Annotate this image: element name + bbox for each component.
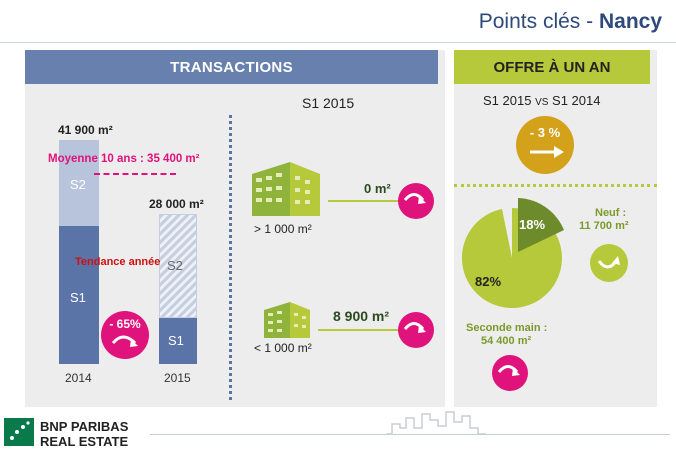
- small-building-icon: [264, 302, 310, 338]
- offre-change-value: - 3 %: [529, 125, 561, 140]
- pie-slice-neuf: [518, 198, 564, 252]
- title-divider: [0, 42, 676, 43]
- period-label: S1 2015: [302, 95, 355, 111]
- bnp-logo-icon: [4, 418, 34, 446]
- offre-divider: [454, 184, 657, 187]
- change-badge-value: - 65%: [109, 317, 141, 331]
- pie-neuf-pct: 18%: [519, 217, 546, 232]
- arrow-down-right-icon: [497, 365, 520, 376]
- second-label: Seconde main :: [466, 322, 548, 334]
- bar-2015-trend: [159, 214, 197, 318]
- offre-pie-chart: [461, 198, 564, 308]
- large-building-icon: [252, 162, 320, 216]
- offre-change-badge: - 3 %: [516, 116, 574, 174]
- second-trend-badge: [492, 355, 528, 391]
- neuf-trend-badge: [590, 244, 628, 282]
- footer-divider: [150, 434, 670, 435]
- large-category-label: > 1 000 m²: [254, 222, 312, 236]
- brand-line1: BNP PARIBAS: [40, 419, 129, 434]
- small-connector: [318, 329, 400, 331]
- bar-2015-s1-label: S1: [168, 333, 184, 348]
- brand-name: BNP PARIBAS REAL ESTATE: [40, 419, 128, 449]
- section-divider: [229, 115, 232, 400]
- small-value: 8 900 m²: [333, 308, 390, 324]
- x-label-2014: 2014: [65, 371, 92, 385]
- second-value: 54 400 m²: [481, 335, 532, 347]
- x-label-2015: 2015: [164, 371, 191, 385]
- compare-right: S1 2014: [552, 93, 601, 108]
- bar-2014-s1: [59, 226, 99, 364]
- trend-label: Tendance année: [75, 256, 161, 268]
- average-line: [94, 173, 176, 175]
- brand-line2: REAL ESTATE: [40, 434, 129, 449]
- compare-vs: VS: [535, 97, 549, 108]
- small-trend-badge: [398, 312, 434, 348]
- large-connector: [328, 200, 398, 202]
- bar-2015-total: 28 000 m²: [149, 197, 204, 211]
- neuf-value: 11 700 m²: [579, 220, 629, 232]
- offre-comparison: S1 2015 VS S1 2014: [483, 93, 600, 108]
- bar-2014-s2-label: S2: [70, 177, 86, 192]
- bar-2015-s2-label: S2: [167, 258, 183, 273]
- arrow-down-right-icon: [403, 193, 426, 204]
- change-badge: - 65%: [101, 311, 149, 359]
- large-value: 0 m²: [364, 181, 391, 196]
- city-skyline-icon: [386, 411, 486, 435]
- arrow-down-right-icon: [403, 322, 426, 333]
- transactions-header: TRANSACTIONS: [25, 50, 438, 84]
- arrow-right-icon: [530, 146, 564, 158]
- compare-left: S1 2015: [483, 93, 532, 108]
- arrow-down-right-icon: [111, 335, 138, 347]
- large-trend-badge: [398, 183, 434, 219]
- title-prefix: Points clés -: [478, 10, 599, 33]
- page-title: Points clés - Nancy: [479, 10, 662, 34]
- bar-2014-s2: [59, 140, 99, 226]
- title-city: Nancy: [598, 10, 662, 33]
- offre-header: OFFRE À UN AN: [454, 50, 650, 84]
- bar-2014-s1-label: S1: [70, 290, 86, 305]
- arrow-up-curve-icon: [597, 256, 620, 269]
- pie-second-pct: 82%: [475, 274, 502, 289]
- bar-2015-s1: [159, 318, 197, 364]
- small-category-label: < 1 000 m²: [254, 341, 312, 355]
- neuf-label: Neuf :: [595, 207, 627, 219]
- average-label: Moyenne 10 ans : 35 400 m²: [48, 153, 200, 165]
- bar-2014-total: 41 900 m²: [58, 123, 113, 137]
